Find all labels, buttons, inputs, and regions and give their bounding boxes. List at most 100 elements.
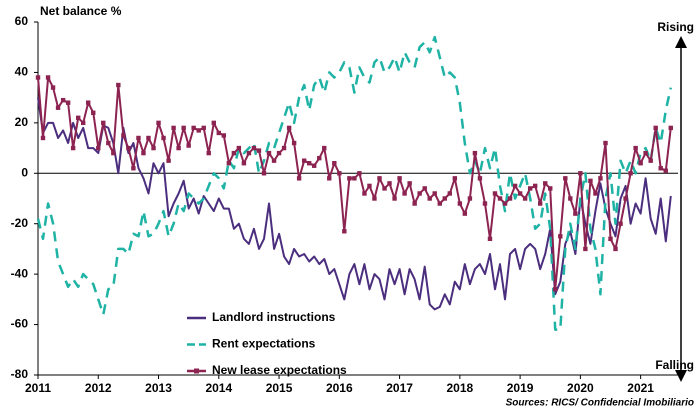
marker xyxy=(648,158,653,163)
marker xyxy=(442,196,447,201)
marker xyxy=(251,145,257,151)
marker xyxy=(181,125,186,131)
marker xyxy=(161,135,166,141)
marker xyxy=(111,150,116,156)
marker xyxy=(327,176,332,181)
marker xyxy=(322,145,327,151)
marker xyxy=(588,178,593,184)
marker xyxy=(618,221,623,226)
marker xyxy=(457,201,463,206)
marker xyxy=(296,176,302,181)
marker xyxy=(151,145,156,151)
marker xyxy=(136,135,141,141)
y-tick-label: 60 xyxy=(15,14,29,28)
marker xyxy=(261,171,267,176)
marker xyxy=(377,176,382,181)
marker xyxy=(156,120,161,126)
marker xyxy=(447,191,452,196)
marker xyxy=(608,236,613,242)
series-line xyxy=(37,97,672,311)
marker xyxy=(311,163,317,168)
marker xyxy=(96,145,101,151)
rising-label: Rising xyxy=(657,20,694,34)
marker xyxy=(91,110,96,115)
marker xyxy=(121,133,126,138)
marker xyxy=(55,105,61,110)
marker xyxy=(598,176,603,181)
marker xyxy=(397,176,402,181)
marker xyxy=(306,161,312,166)
falling-label: Falling xyxy=(655,358,694,372)
marker xyxy=(522,196,528,201)
marker xyxy=(387,181,392,186)
marker xyxy=(663,168,668,173)
marker xyxy=(171,125,176,131)
legend-label: Rent expectations xyxy=(212,337,316,351)
marker xyxy=(643,150,648,156)
marker xyxy=(70,145,76,151)
series-line xyxy=(37,76,672,291)
marker xyxy=(216,130,221,136)
marker xyxy=(166,158,171,163)
y-tick-label: -80 xyxy=(11,367,29,381)
marker xyxy=(337,171,342,176)
marker xyxy=(653,125,658,131)
x-tick-label: 2014 xyxy=(205,381,232,395)
marker xyxy=(462,211,468,216)
marker xyxy=(392,196,397,201)
marker xyxy=(452,176,458,181)
marker xyxy=(532,183,538,189)
marker xyxy=(35,75,41,80)
x-tick-label: 2017 xyxy=(386,381,413,395)
marker xyxy=(126,145,131,151)
marker xyxy=(106,140,111,146)
marker xyxy=(412,201,417,206)
marker xyxy=(291,140,297,146)
marker xyxy=(45,75,51,80)
series-line xyxy=(36,35,673,331)
marker xyxy=(578,171,583,176)
marker xyxy=(196,128,201,133)
y-tick-label: -40 xyxy=(11,266,29,280)
marker xyxy=(613,246,618,252)
marker xyxy=(422,186,427,191)
y-tick-label: -20 xyxy=(11,216,29,230)
marker xyxy=(583,246,588,252)
marker xyxy=(487,236,493,242)
marker xyxy=(332,161,337,166)
marker xyxy=(276,150,282,156)
marker xyxy=(668,125,673,131)
marker xyxy=(427,196,432,201)
marker xyxy=(286,125,292,131)
marker xyxy=(271,158,277,163)
legend-label: New lease expectations xyxy=(212,363,347,377)
marker xyxy=(502,201,508,206)
marker xyxy=(633,145,638,151)
source: Sources: RICS/ Confidencial Imobiliario xyxy=(506,398,694,409)
marker xyxy=(517,191,523,196)
x-tick-label: 2020 xyxy=(567,381,594,395)
marker xyxy=(231,150,237,156)
marker xyxy=(317,155,322,161)
marker xyxy=(201,125,206,131)
marker xyxy=(221,133,226,138)
marker xyxy=(226,161,232,166)
marker xyxy=(437,201,442,206)
marker xyxy=(342,229,347,234)
marker xyxy=(186,143,191,148)
marker xyxy=(246,150,252,156)
marker xyxy=(432,191,437,196)
marker xyxy=(563,176,568,181)
marker xyxy=(65,100,71,105)
marker xyxy=(628,171,633,176)
marker xyxy=(50,85,56,90)
marker xyxy=(477,176,483,181)
marker xyxy=(206,150,211,156)
marker xyxy=(402,191,407,196)
y-tick-label: 40 xyxy=(15,65,29,79)
marker xyxy=(543,181,548,186)
marker xyxy=(568,196,573,201)
marker xyxy=(623,196,628,201)
marker xyxy=(472,150,478,156)
